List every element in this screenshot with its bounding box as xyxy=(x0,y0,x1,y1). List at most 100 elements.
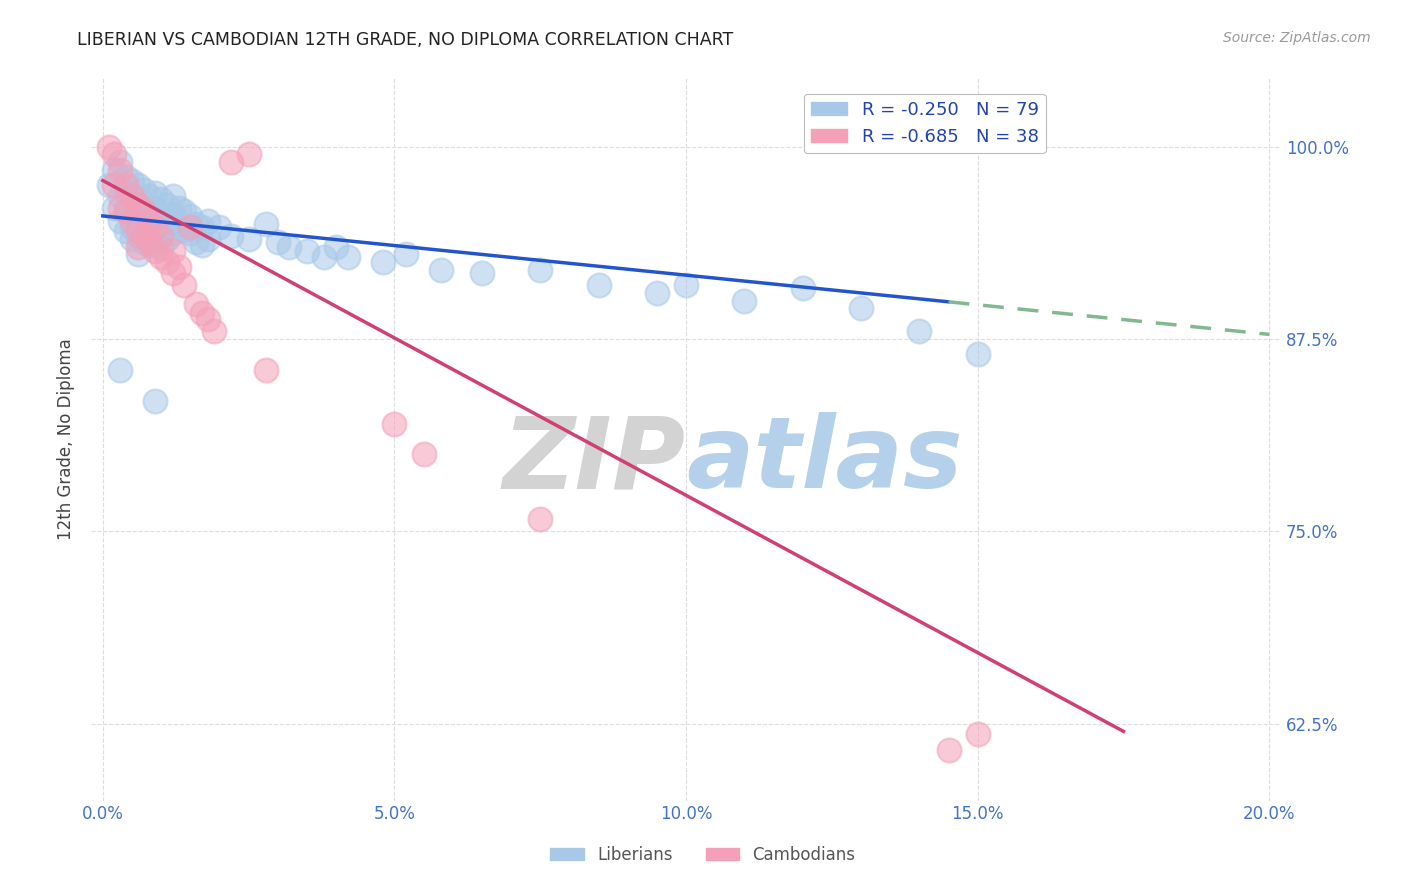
Point xyxy=(792,281,814,295)
Point xyxy=(336,251,359,265)
Point xyxy=(529,512,551,526)
Point xyxy=(179,226,201,240)
Point xyxy=(143,244,166,259)
Point xyxy=(121,189,143,203)
Point xyxy=(202,324,225,338)
Text: ZIP: ZIP xyxy=(503,412,686,509)
Point xyxy=(529,262,551,277)
Point xyxy=(110,201,132,215)
Point xyxy=(471,266,494,280)
Point xyxy=(162,226,184,240)
Point xyxy=(191,306,214,320)
Point xyxy=(121,232,143,246)
Point xyxy=(173,204,195,219)
Point xyxy=(150,251,173,265)
Point xyxy=(938,743,960,757)
Point xyxy=(179,219,201,234)
Point xyxy=(208,219,231,234)
Point xyxy=(110,363,132,377)
Point xyxy=(127,198,149,212)
Point xyxy=(238,147,260,161)
Point xyxy=(167,217,190,231)
Point xyxy=(132,201,155,215)
Point xyxy=(395,247,418,261)
Point xyxy=(238,232,260,246)
Text: LIBERIAN VS CAMBODIAN 12TH GRADE, NO DIPLOMA CORRELATION CHART: LIBERIAN VS CAMBODIAN 12TH GRADE, NO DIP… xyxy=(77,31,734,49)
Point xyxy=(191,238,214,252)
Point xyxy=(675,278,697,293)
Point xyxy=(167,201,190,215)
Point xyxy=(110,155,132,169)
Point xyxy=(295,244,318,259)
Point xyxy=(132,204,155,219)
Point xyxy=(127,213,149,227)
Point xyxy=(254,363,277,377)
Legend: R = -0.250   N = 79, R = -0.685   N = 38: R = -0.250 N = 79, R = -0.685 N = 38 xyxy=(804,94,1046,153)
Point xyxy=(278,240,301,254)
Point xyxy=(184,296,207,310)
Point xyxy=(254,217,277,231)
Point xyxy=(143,186,166,200)
Point xyxy=(103,201,125,215)
Point xyxy=(115,186,138,200)
Point xyxy=(121,213,143,227)
Point xyxy=(127,198,149,212)
Point xyxy=(115,178,138,193)
Point xyxy=(162,207,184,221)
Point xyxy=(156,213,179,227)
Point xyxy=(173,223,195,237)
Point xyxy=(267,235,290,249)
Point xyxy=(127,178,149,193)
Point xyxy=(197,213,219,227)
Point xyxy=(184,217,207,231)
Y-axis label: 12th Grade, No Diploma: 12th Grade, No Diploma xyxy=(58,338,75,540)
Point xyxy=(588,278,610,293)
Point xyxy=(127,224,149,238)
Point xyxy=(103,162,125,177)
Point xyxy=(115,204,138,219)
Point xyxy=(138,213,160,227)
Point xyxy=(110,162,132,177)
Text: Source: ZipAtlas.com: Source: ZipAtlas.com xyxy=(1223,31,1371,45)
Point xyxy=(115,170,138,185)
Point xyxy=(430,262,453,277)
Point xyxy=(127,247,149,261)
Point xyxy=(162,244,184,259)
Point xyxy=(156,232,179,246)
Point xyxy=(162,189,184,203)
Point xyxy=(115,204,138,219)
Point xyxy=(908,324,931,338)
Point xyxy=(412,447,434,461)
Text: atlas: atlas xyxy=(686,412,963,509)
Point xyxy=(167,260,190,274)
Point xyxy=(143,235,166,249)
Point xyxy=(150,223,173,237)
Point xyxy=(849,301,872,316)
Legend: Liberians, Cambodians: Liberians, Cambodians xyxy=(544,839,862,871)
Point xyxy=(103,147,125,161)
Point xyxy=(314,251,336,265)
Point xyxy=(127,228,149,243)
Point xyxy=(138,219,160,234)
Point xyxy=(143,393,166,408)
Point xyxy=(173,278,195,293)
Point xyxy=(150,207,173,221)
Point xyxy=(138,235,160,249)
Point xyxy=(966,347,988,361)
Point xyxy=(384,417,406,431)
Point xyxy=(150,192,173,206)
Point xyxy=(143,201,166,215)
Point xyxy=(110,189,132,203)
Point xyxy=(132,217,155,231)
Point xyxy=(325,240,347,254)
Point xyxy=(138,238,160,252)
Point xyxy=(127,240,149,254)
Point xyxy=(132,228,155,243)
Point xyxy=(162,266,184,280)
Point xyxy=(150,241,173,255)
Point xyxy=(184,235,207,249)
Point xyxy=(179,209,201,223)
Point xyxy=(115,224,138,238)
Point xyxy=(143,217,166,231)
Point xyxy=(197,312,219,326)
